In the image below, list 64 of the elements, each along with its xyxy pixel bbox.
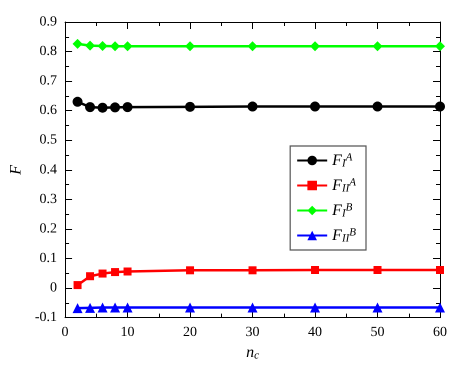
point bbox=[86, 272, 94, 280]
x-tick-label: 60 bbox=[433, 325, 447, 340]
point bbox=[435, 41, 445, 52]
y-tick-label: 0.7 bbox=[40, 74, 58, 89]
x-tick-label: 20 bbox=[183, 325, 198, 340]
point bbox=[110, 302, 120, 313]
point bbox=[98, 40, 108, 51]
point bbox=[185, 102, 196, 112]
y-tick-label: 0.9 bbox=[40, 14, 58, 30]
x-tick-label: 30 bbox=[246, 325, 260, 340]
legend-label: FIB bbox=[331, 202, 353, 220]
point bbox=[248, 102, 258, 112]
point bbox=[98, 302, 108, 313]
legend-label: FIA bbox=[331, 152, 353, 170]
point bbox=[310, 102, 320, 112]
point bbox=[185, 41, 196, 52]
y-tick-label: 0.8 bbox=[40, 44, 58, 60]
point bbox=[85, 302, 96, 313]
point bbox=[185, 302, 196, 313]
point bbox=[248, 302, 258, 313]
y-tick-label: 0.5 bbox=[40, 132, 58, 148]
point bbox=[310, 302, 320, 313]
point bbox=[186, 266, 194, 274]
point bbox=[110, 41, 120, 52]
point bbox=[111, 268, 120, 276]
point bbox=[311, 266, 320, 274]
y-tick-label: 0.3 bbox=[40, 192, 58, 207]
point bbox=[72, 96, 83, 107]
point bbox=[372, 102, 383, 112]
point bbox=[122, 102, 133, 112]
x-tick-label: 10 bbox=[120, 325, 135, 340]
x-tick-label: 0 bbox=[62, 325, 69, 340]
point bbox=[98, 102, 108, 113]
legend-label: FIIA bbox=[331, 176, 356, 194]
point bbox=[436, 266, 444, 274]
point bbox=[248, 41, 258, 52]
point bbox=[248, 266, 257, 274]
legend-label: FIIB bbox=[331, 226, 356, 244]
point bbox=[435, 102, 445, 112]
point bbox=[85, 40, 96, 51]
point bbox=[122, 302, 133, 313]
x-tick-label: 40 bbox=[308, 325, 322, 340]
y-tick-label: 0.1 bbox=[40, 250, 58, 266]
point bbox=[98, 270, 107, 278]
point bbox=[372, 302, 383, 313]
point bbox=[124, 267, 132, 276]
point bbox=[74, 281, 82, 290]
y-axis-title: F bbox=[8, 164, 24, 176]
y-tick-label: -0.1 bbox=[34, 310, 58, 326]
x-axis-title: nc bbox=[246, 344, 260, 362]
point bbox=[374, 266, 382, 274]
point bbox=[110, 102, 120, 112]
y-tick-label: 0 bbox=[50, 280, 58, 296]
point bbox=[122, 41, 133, 52]
point bbox=[435, 302, 445, 313]
x-tick-label: 50 bbox=[370, 325, 385, 340]
y-tick-label: 0.2 bbox=[40, 221, 58, 236]
point bbox=[310, 41, 320, 52]
point bbox=[72, 38, 83, 49]
point bbox=[85, 102, 96, 112]
y-tick-label: 0.6 bbox=[40, 103, 58, 118]
point bbox=[72, 303, 83, 314]
point bbox=[372, 41, 383, 52]
y-tick-label: 0.4 bbox=[40, 162, 58, 178]
